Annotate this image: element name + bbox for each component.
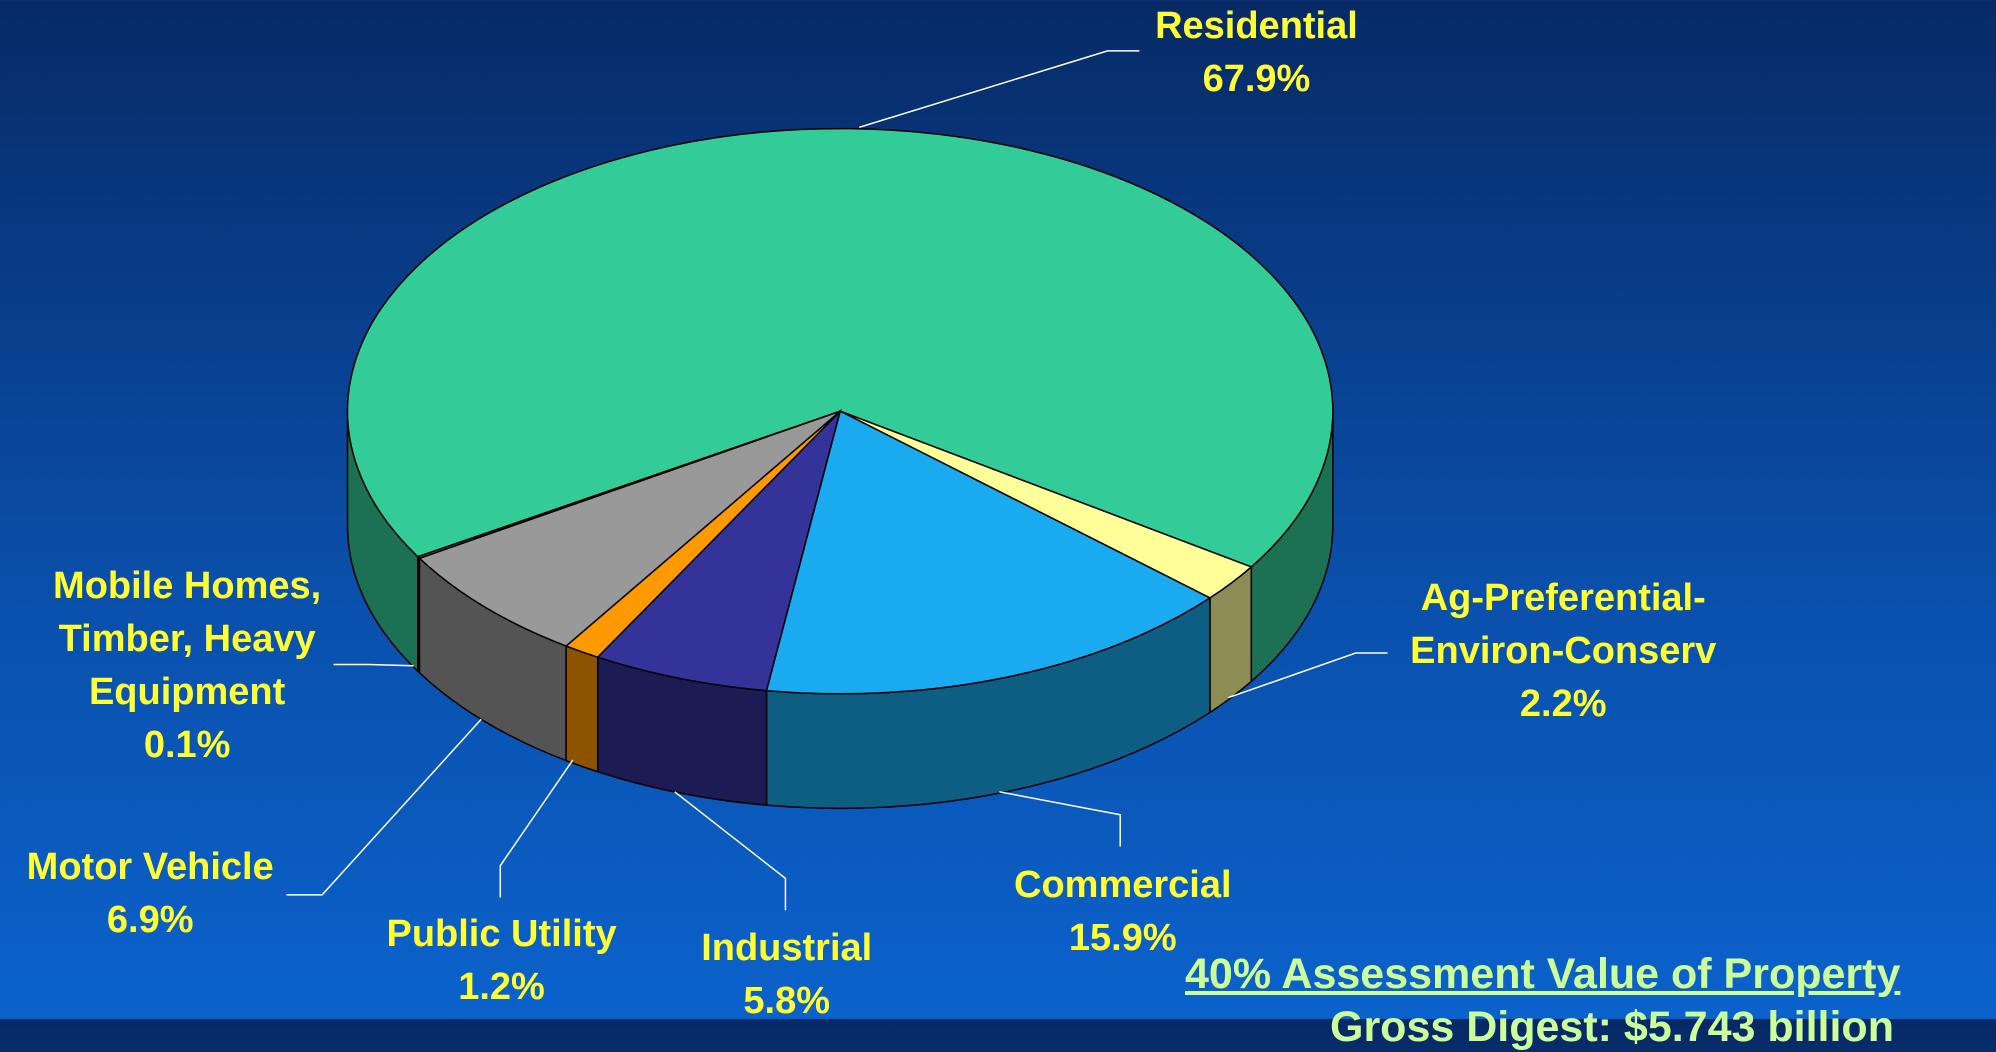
slice-label: Public Utility 1.2% <box>311 908 693 1014</box>
slice-label: Mobile Homes, Timber, Heavy Equipment 0.1… <box>31 560 343 772</box>
slice <box>416 410 841 560</box>
slice-label: Industrial 5.8% <box>621 922 952 1028</box>
category-label: Industrial <box>701 926 873 969</box>
slice-side <box>565 644 599 773</box>
value-label: 5.8% <box>743 979 831 1022</box>
slice <box>765 410 1212 695</box>
category-label: Public Utility <box>386 912 617 955</box>
category-label: Mobile Homes, Timber, Heavy Equipment <box>53 565 322 714</box>
category-label: Commercial <box>1014 864 1232 907</box>
slice <box>596 408 842 692</box>
leader-line <box>286 718 482 896</box>
value-label: 6.9% <box>106 899 194 942</box>
category-label: Ag-Preferential-Environ-Conserv <box>1410 576 1717 672</box>
value-label: 0.1% <box>143 724 231 767</box>
slice-label: Motor Vehicle 6.9% <box>0 841 341 947</box>
annotation: Gross Digest: $5.743 billion <box>1330 1003 1894 1051</box>
slice-label: Residential 67.9% <box>1066 0 1448 106</box>
slice <box>346 127 1334 568</box>
value-label: 1.2% <box>458 965 545 1008</box>
chart <box>286 50 1388 911</box>
category-label: Motor Vehicle <box>26 846 274 889</box>
leader-line <box>674 791 787 911</box>
slice-label: Commercial 15.9% <box>932 859 1314 965</box>
leader-line <box>1228 652 1388 699</box>
leader-line <box>859 50 1140 129</box>
value-label: 2.2% <box>1519 682 1607 725</box>
slice-label: Ag-Preferential-Environ-Conserv 2.2% <box>1385 572 1741 731</box>
leader-line <box>999 791 1121 847</box>
slice <box>418 410 841 647</box>
value-label: 67.9% <box>1202 58 1311 100</box>
category-label: Residential <box>1155 5 1358 47</box>
annotation: 40% Assessment Value of Property <box>1185 950 1901 998</box>
leader-line <box>333 663 414 667</box>
value-label: 15.9% <box>1068 917 1177 960</box>
leader-line <box>499 759 574 898</box>
